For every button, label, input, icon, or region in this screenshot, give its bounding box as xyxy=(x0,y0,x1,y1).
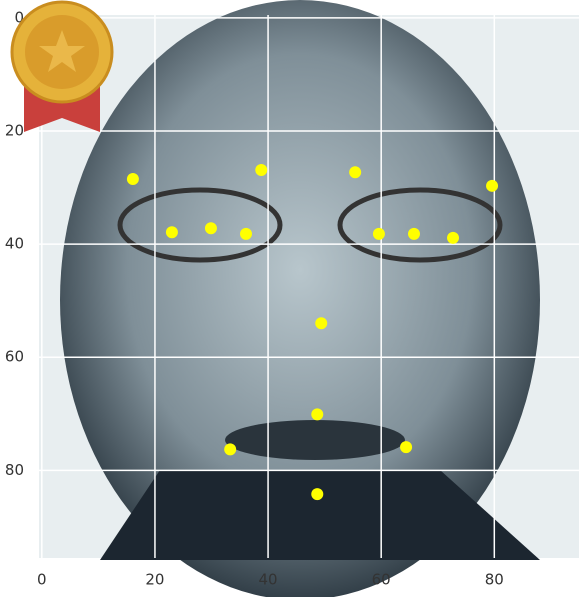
y-tick-label: 0 xyxy=(14,8,24,26)
keypoint xyxy=(372,227,385,240)
y-tick-label: 20 xyxy=(5,121,24,139)
y-tick-label: 60 xyxy=(5,348,24,366)
y-tick-label: 80 xyxy=(5,461,24,479)
plot-area xyxy=(39,0,579,597)
keypoint xyxy=(315,317,328,330)
keypoint xyxy=(240,227,253,240)
keypoint xyxy=(349,166,362,179)
x-tick-label: 0 xyxy=(37,571,47,589)
keypoint xyxy=(126,173,139,186)
keypoint xyxy=(165,226,178,239)
keypoint xyxy=(486,179,499,192)
glasses-right xyxy=(337,187,503,263)
shirt xyxy=(100,470,540,560)
keypoint xyxy=(311,408,324,421)
keypoint xyxy=(255,163,268,176)
keypoint xyxy=(204,222,217,235)
x-tick-label: 80 xyxy=(485,571,504,589)
medal-icon xyxy=(10,0,114,132)
keypoint xyxy=(400,441,413,454)
y-tick-label: 40 xyxy=(5,235,24,253)
mouth xyxy=(225,420,405,460)
x-tick-label: 60 xyxy=(372,571,391,589)
glasses-left xyxy=(117,187,283,263)
keypoint xyxy=(447,231,460,244)
x-tick-label: 40 xyxy=(259,571,278,589)
x-tick-label: 20 xyxy=(145,571,164,589)
keypoint xyxy=(224,443,237,456)
keypoint xyxy=(407,227,420,240)
face-image xyxy=(60,0,540,597)
keypoint xyxy=(311,488,324,501)
